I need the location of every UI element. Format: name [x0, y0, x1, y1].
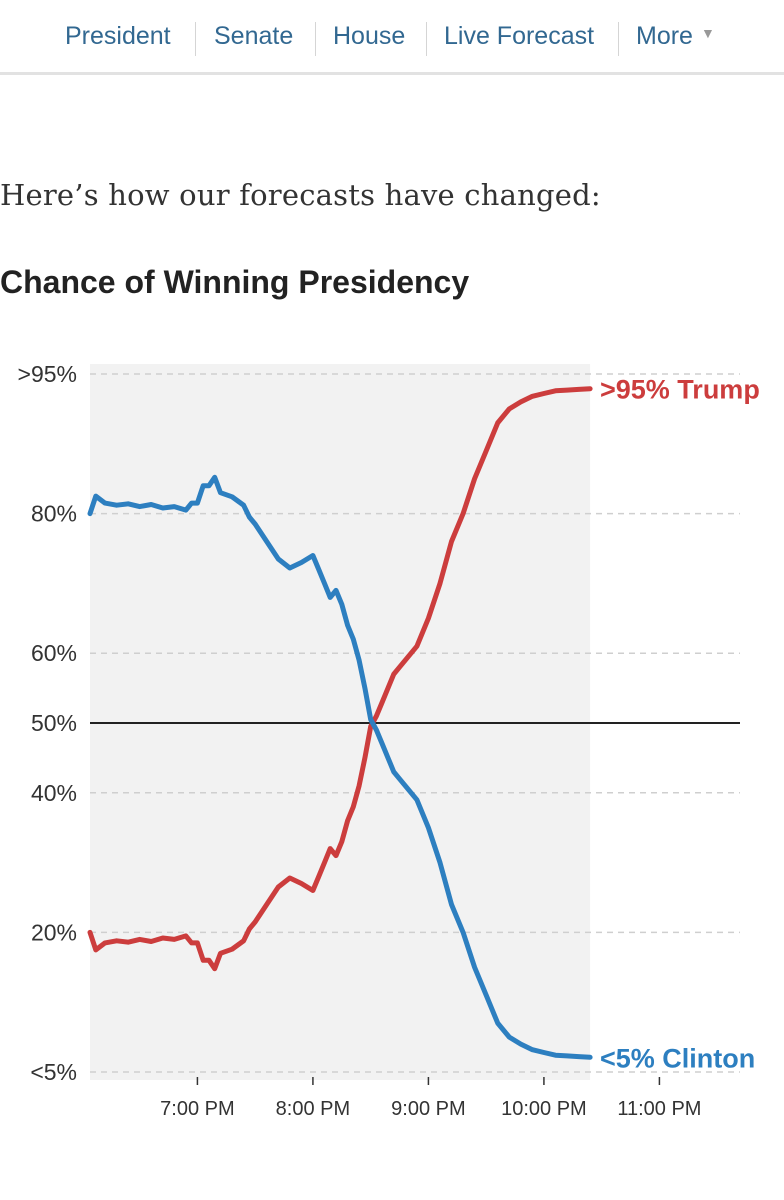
series-line-clinton: [87, 474, 593, 1060]
x-tick-label: 10:00 PM: [501, 1098, 587, 1120]
forecast-chart: <5% 20% 40% 50% 60% 80% >95% 7:00 PM 8:00 PM 9:0…: [18, 361, 760, 1120]
series-end-label-clinton: <5% Clinton: [600, 1043, 755, 1073]
y-tick-label: 50%: [31, 710, 77, 736]
x-tick-label: 9:00 PM: [391, 1098, 465, 1120]
nav-house[interactable]: House: [333, 22, 406, 50]
nav-divider: [315, 22, 316, 56]
top-nav: President Senate House Live Forecast Mor…: [0, 0, 784, 75]
x-tick-label: 11:00 PM: [617, 1098, 701, 1120]
y-tick-label: 20%: [31, 919, 77, 945]
y-tick-label: 60%: [31, 640, 77, 666]
x-tick-label: 8:00 PM: [276, 1098, 350, 1120]
nav-more-label: More: [636, 22, 693, 50]
nav-senate[interactable]: Senate: [214, 22, 294, 50]
nav-live-forecast[interactable]: Live Forecast: [444, 22, 595, 50]
y-tick-label: >95%: [18, 361, 77, 387]
y-tick-label: 80%: [31, 501, 77, 527]
chart-title: Chance of Winning Presidency: [0, 264, 470, 300]
triangle-down-icon: ▼: [700, 25, 715, 41]
intro-text: Here’s how our forecasts have changed:: [0, 178, 601, 212]
nav-president[interactable]: President: [65, 22, 171, 50]
series-line-trump: [87, 386, 593, 972]
nav-divider: [195, 22, 196, 56]
nav-more[interactable]: More ▼: [636, 22, 715, 51]
nav-divider: [618, 22, 619, 56]
nav-divider: [426, 22, 427, 56]
y-tick-label: <5%: [30, 1059, 77, 1085]
y-tick-label: 40%: [31, 780, 77, 806]
x-tick-label: 7:00 PM: [160, 1098, 234, 1120]
series-end-label-trump: >95% Trump: [600, 375, 760, 405]
